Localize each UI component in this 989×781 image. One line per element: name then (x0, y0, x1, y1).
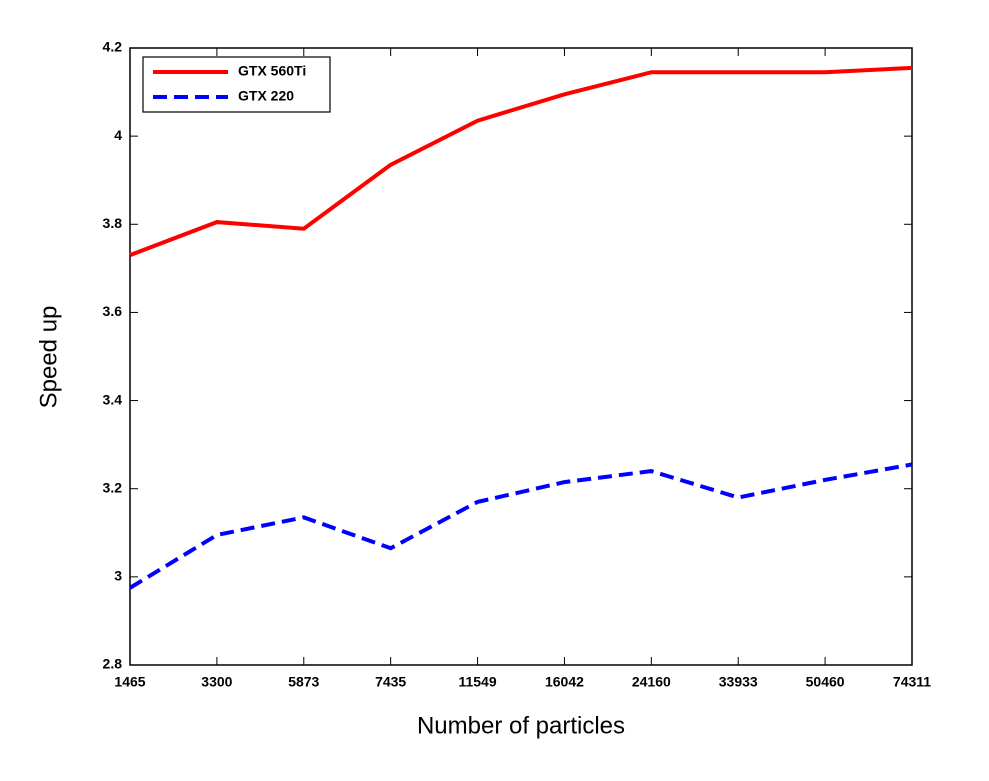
x-tick-label: 1465 (114, 674, 145, 690)
y-tick-label: 3.6 (103, 303, 123, 319)
series-line (129, 65, 913, 258)
x-tick-label: 11549 (458, 674, 496, 690)
legend-label: GTX 560Ti (238, 63, 306, 79)
x-tick-label: 50460 (806, 674, 845, 690)
x-tick-label: 7435 (375, 674, 406, 690)
y-tick-label: 4.2 (103, 39, 123, 55)
legend-label: GTX 220 (238, 88, 294, 104)
y-tick-label: 3.4 (103, 391, 123, 407)
x-tick-label: 5873 (288, 674, 319, 690)
x-tick-label: 16042 (545, 674, 584, 690)
series-line (128, 462, 913, 590)
y-axis-label: Speed up (35, 306, 62, 409)
x-tick-label: 74311 (893, 674, 931, 690)
x-tick-label: 33933 (719, 674, 758, 690)
y-tick-label: 4 (114, 127, 122, 143)
y-tick-label: 3.8 (103, 215, 123, 231)
y-tick-label: 3 (114, 568, 122, 584)
x-tick-label: 24160 (632, 674, 671, 690)
x-axis-label: Number of particles (417, 712, 625, 739)
legend-box (142, 56, 331, 113)
y-tick-label: 2.8 (103, 656, 123, 672)
plot-frame (129, 47, 913, 666)
x-tick-label: 3300 (201, 674, 232, 690)
y-tick-label: 3.2 (103, 479, 123, 495)
